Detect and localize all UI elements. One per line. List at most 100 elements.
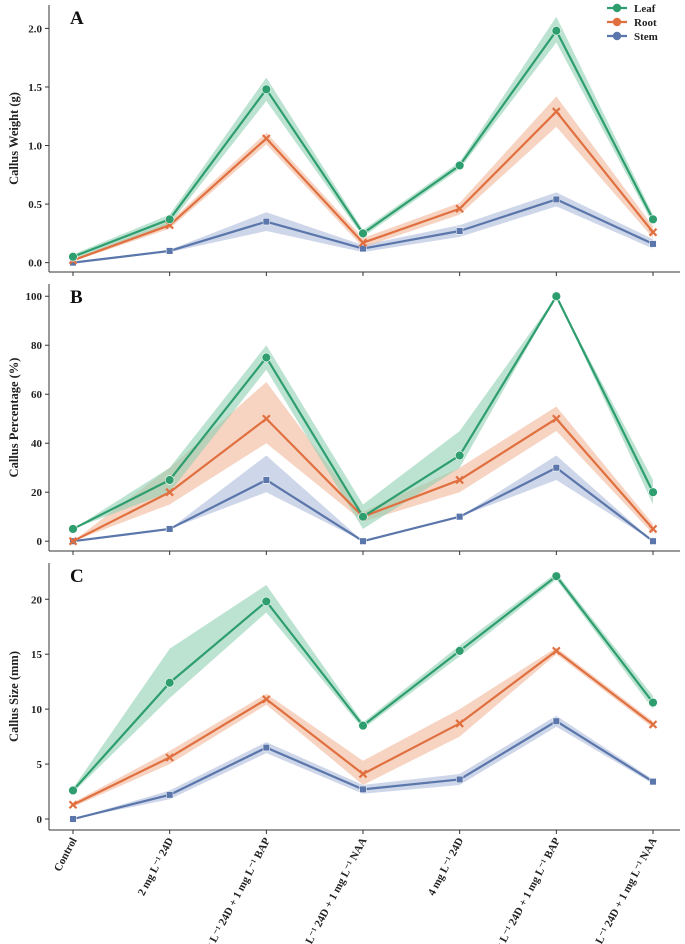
- stem-point: [456, 513, 464, 521]
- y-tick-label: 0: [37, 814, 43, 826]
- stem-point: [456, 227, 464, 235]
- leaf-point: [648, 697, 658, 708]
- panel-a: 0.0 0.5 1.0 1.5 2.0 Callus Weight (g) A: [7, 5, 680, 276]
- category-labels: Control 2 mg L⁻¹ 24D 2 mg L⁻¹ 24D + 1 mg L…: [52, 836, 660, 944]
- y-tick-label: 15: [31, 649, 43, 661]
- root-point: [262, 414, 271, 424]
- panel-b: 0 20 40 60 80 100 Callus Percentage (%) B: [7, 284, 680, 555]
- root-point: [455, 204, 464, 214]
- category-label: Control: [52, 836, 80, 874]
- stem-point: [649, 537, 657, 545]
- legend-item-root: Root: [607, 17, 657, 29]
- leaf-point: [454, 160, 465, 171]
- stem-point: [456, 775, 464, 784]
- root-point: [648, 524, 658, 534]
- root-point: [648, 720, 658, 729]
- category-label: 2 mg L⁻¹ 24D + 1 mg L⁻¹ BAP: [196, 836, 274, 944]
- category-label: 2 mg L⁻¹ 24D + 1 mg L⁻¹ NAA: [291, 836, 369, 944]
- leaf-series: [68, 571, 658, 796]
- root-point: [165, 753, 174, 762]
- panels-group: 0.0 0.5 1.0 1.5 2.0 Callus Weight (g) A 0 20 40 60…: [7, 5, 680, 834]
- leaf-point: [164, 678, 175, 688]
- stem-point: [166, 247, 174, 255]
- leaf-point: [68, 785, 78, 796]
- y-tick-label: 60: [31, 389, 43, 401]
- root-point: [68, 536, 78, 546]
- y-tick-label: 5: [37, 759, 43, 771]
- category-label: 4 mg L⁻¹ 24D + 1 mg L⁻¹ BAP: [486, 836, 564, 944]
- leaf-point: [648, 487, 658, 497]
- category-label: 4 mg L⁻¹ 24D: [426, 836, 467, 898]
- legend: Leaf Root Stem: [607, 3, 658, 43]
- y-tick-label: 80: [31, 340, 43, 352]
- legend-item-leaf: Leaf: [607, 3, 656, 15]
- panel-label: C: [70, 566, 84, 587]
- legend-stem-label: Stem: [634, 31, 658, 43]
- y-tick-label: 2.0: [28, 23, 42, 35]
- leaf-point: [551, 26, 562, 36]
- root-point: [262, 134, 271, 143]
- stem-point: [262, 476, 270, 484]
- y-tick-label: 0: [37, 536, 43, 548]
- leaf-point: [261, 84, 272, 95]
- legend-item-stem: Stem: [607, 31, 658, 43]
- leaf-ci-band: [73, 296, 653, 529]
- stem-point: [359, 537, 367, 545]
- leaf-line: [72, 29, 654, 258]
- y-tick-label: 1.0: [28, 141, 42, 153]
- panel-label: B: [70, 287, 83, 308]
- stem-series: [69, 717, 657, 823]
- leaf-series: [68, 26, 658, 262]
- stem-point: [262, 744, 270, 752]
- leaf-ci-band: [73, 572, 653, 793]
- leaf-point: [164, 214, 175, 225]
- root-point: [358, 769, 368, 779]
- root-point: [552, 107, 561, 116]
- root-point: [68, 800, 78, 810]
- y-tick-label: 1.5: [28, 82, 42, 94]
- root-point: [552, 646, 561, 656]
- y-tick-label: 20: [31, 594, 43, 606]
- leaf-point: [454, 646, 465, 656]
- leaf-series: [68, 291, 658, 534]
- y-axis-title: Callus Size (mm): [7, 651, 21, 742]
- y-tick-label: 0.0: [28, 258, 42, 270]
- stem-series: [69, 195, 657, 267]
- leaf-point: [68, 252, 78, 262]
- y-tick-label: 10: [31, 704, 43, 716]
- leaf-point: [68, 524, 78, 534]
- root-point: [648, 227, 658, 237]
- y-axis-title: Callus Weight (g): [7, 92, 21, 185]
- category-label: 2 mg L⁻¹ 24D: [136, 836, 177, 898]
- panel-label: A: [70, 8, 84, 29]
- root-series: [68, 646, 658, 810]
- panel-c: 0 5 10 15 20 Callus Size (mm) C: [7, 563, 680, 834]
- root-point: [552, 414, 561, 424]
- leaf-point: [454, 450, 465, 461]
- root-point: [165, 487, 174, 497]
- y-axis-title: Callus Percentage (%): [7, 358, 21, 478]
- stem-point: [262, 218, 270, 226]
- legend-stem-marker: [612, 31, 622, 41]
- y-tick-label: 0.5: [28, 199, 42, 211]
- leaf-point: [358, 512, 368, 522]
- legend-root-label: Root: [634, 17, 657, 29]
- leaf-point: [551, 291, 562, 301]
- leaf-point: [261, 596, 272, 607]
- legend-leaf-marker: [612, 3, 622, 13]
- leaf-point: [358, 720, 368, 731]
- stem-point: [552, 464, 560, 472]
- stem-point: [359, 785, 367, 793]
- stem-point: [552, 195, 560, 203]
- leaf-point: [261, 352, 272, 363]
- stem-point: [649, 778, 657, 786]
- legend-root-marker: [612, 17, 622, 27]
- stem-point: [552, 717, 560, 725]
- leaf-point: [551, 571, 562, 581]
- legend-leaf-label: Leaf: [634, 3, 656, 15]
- root-point: [455, 719, 464, 728]
- y-tick-label: 100: [26, 291, 43, 303]
- stem-point: [166, 791, 174, 799]
- root-point: [358, 238, 368, 248]
